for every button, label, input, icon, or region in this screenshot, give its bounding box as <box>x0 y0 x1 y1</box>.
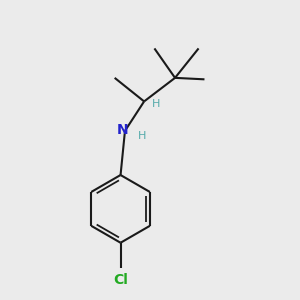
Text: H: H <box>152 99 161 109</box>
Text: N: N <box>117 123 128 137</box>
Text: H: H <box>138 131 147 141</box>
Text: Cl: Cl <box>113 273 128 287</box>
